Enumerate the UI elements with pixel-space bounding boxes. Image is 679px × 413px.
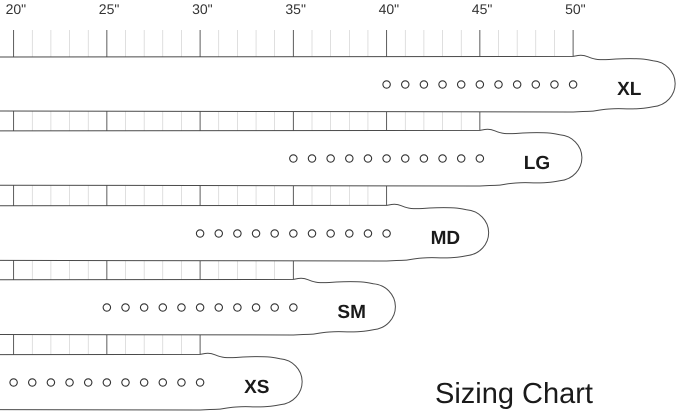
svg-text:45": 45" (472, 1, 493, 17)
svg-text:40": 40" (379, 1, 400, 17)
svg-text:XS: XS (244, 377, 269, 398)
svg-text:LG: LG (524, 153, 550, 174)
svg-text:20": 20" (6, 1, 27, 17)
svg-text:35": 35" (285, 1, 306, 17)
svg-text:XL: XL (617, 79, 642, 100)
svg-text:50": 50" (565, 1, 586, 17)
svg-text:25": 25" (99, 1, 120, 17)
svg-text:Sizing Chart: Sizing Chart (435, 378, 593, 410)
svg-text:SM: SM (337, 302, 366, 323)
svg-text:30": 30" (192, 1, 213, 17)
svg-text:MD: MD (431, 228, 461, 249)
